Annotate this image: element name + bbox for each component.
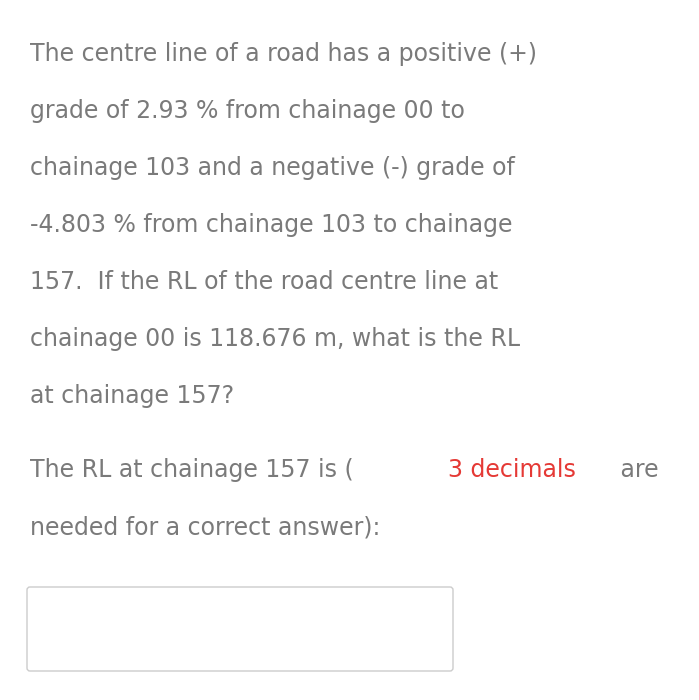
- Text: chainage 00 is 118.676 m, what is the RL: chainage 00 is 118.676 m, what is the RL: [30, 327, 520, 351]
- FancyBboxPatch shape: [27, 587, 453, 671]
- Text: needed for a correct answer):: needed for a correct answer):: [30, 515, 380, 539]
- Text: -4.803 % from chainage 103 to chainage: -4.803 % from chainage 103 to chainage: [30, 213, 512, 237]
- Text: chainage 103 and a negative (-) grade of: chainage 103 and a negative (-) grade of: [30, 156, 515, 180]
- Text: are: are: [612, 458, 658, 482]
- Text: 3 decimals: 3 decimals: [447, 458, 575, 482]
- Text: The RL at chainage 157 is (: The RL at chainage 157 is (: [30, 458, 354, 482]
- Text: at chainage 157?: at chainage 157?: [30, 384, 234, 408]
- Text: grade of 2.93 % from chainage 00 to: grade of 2.93 % from chainage 00 to: [30, 99, 465, 123]
- Text: 157.  If the RL of the road centre line at: 157. If the RL of the road centre line a…: [30, 270, 498, 294]
- Text: The centre line of a road has a positive (+): The centre line of a road has a positive…: [30, 42, 537, 66]
